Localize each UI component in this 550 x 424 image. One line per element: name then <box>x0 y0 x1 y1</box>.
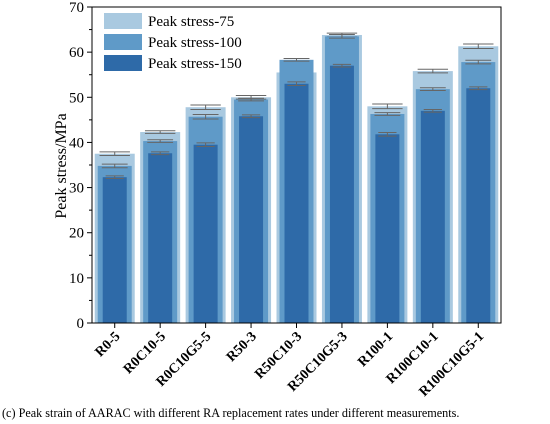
bar-3-R50-3 <box>239 116 264 323</box>
legend-label: Peak stress-100 <box>148 35 242 51</box>
bar-3-R50C10G5-3 <box>329 65 354 323</box>
legend: Peak stress-75 Peak stress-100 Peak stress… <box>104 13 242 72</box>
bar-3-R0-5 <box>102 177 127 323</box>
y-tick-label: 10 <box>69 271 84 287</box>
figure-caption: (c) Peak strain of AARAC with different … <box>0 402 550 424</box>
caption-text: (c) Peak strain of AARAC with different … <box>2 406 460 420</box>
legend-swatch <box>104 55 142 71</box>
legend-label: Peak stress-75 <box>148 14 234 30</box>
x-tick-label: R50-3 <box>224 329 260 365</box>
legend-label: Peak stress-150 <box>148 56 242 72</box>
y-tick-label: 40 <box>69 135 84 151</box>
y-tick-label: 60 <box>69 45 84 61</box>
legend-swatch <box>104 34 142 50</box>
x-tick-label: R0-5 <box>93 329 124 360</box>
bar-3-R0C10-5 <box>148 153 173 323</box>
bar-3-R100C10G5-1 <box>466 88 491 323</box>
x-tick-label: R100-1 <box>355 329 396 370</box>
y-tick-label: 50 <box>69 90 84 106</box>
bars-layer <box>94 32 499 324</box>
bar-3-R100-1 <box>375 134 400 323</box>
y-tick-label: 20 <box>69 226 84 242</box>
bar-3-R100C10-1 <box>420 110 445 323</box>
y-tick-label: 70 <box>69 0 84 16</box>
y-axis-label: Peak stress/MPa <box>53 113 70 218</box>
bar-3-R50C10-3 <box>284 83 309 323</box>
bar-3-R0C10G5-5 <box>193 144 218 323</box>
y-axis: 0 10 20 30 40 50 60 70 <box>69 0 92 332</box>
legend-swatch <box>104 13 142 29</box>
y-tick-label: 0 <box>77 316 85 332</box>
y-tick-label: 30 <box>69 181 84 197</box>
